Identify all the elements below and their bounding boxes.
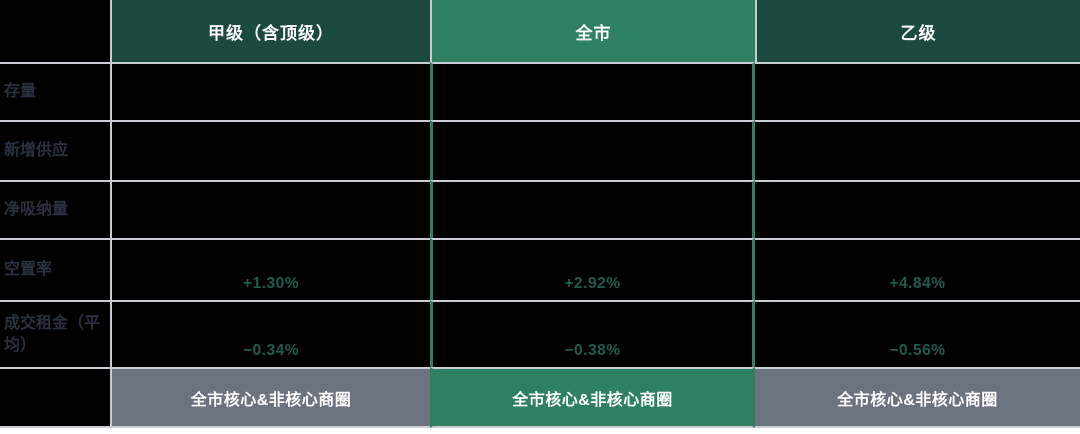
column-header-citywide: 全市 (430, 0, 755, 62)
cell-value: +2.92% (564, 275, 621, 292)
table-cell (110, 120, 430, 180)
column-header-label: 全市 (575, 23, 612, 43)
footer-scope-citywide: 全市核心&非核心商圈 (430, 367, 755, 428)
footer-scope-grade-b: 全市核心&非核心商圈 (755, 367, 1080, 428)
row-label-new-supply: 新增供应 (0, 120, 110, 180)
cell-value: −0.34% (242, 342, 299, 359)
table-cell: −0.34% (110, 300, 430, 367)
row-label-net-absorption: 净吸纳量 (0, 180, 110, 238)
table-cell: +2.92% (430, 238, 755, 300)
footer-corner-cell (0, 367, 110, 428)
footer-scope-grade-a: 全市核心&非核心商圈 (110, 367, 430, 428)
table-cell (430, 120, 755, 180)
column-header-grade-a: 甲级（含顶级） (110, 0, 430, 62)
table-cell (755, 120, 1080, 180)
table-cell: +1.30% (110, 238, 430, 300)
cell-value: −0.56% (889, 342, 946, 359)
column-header-label: 甲级（含顶级） (208, 23, 334, 43)
footer-scope-label: 全市核心&非核心商圈 (837, 391, 998, 409)
column-header-grade-b: 乙级 (755, 0, 1080, 62)
corner-cell (0, 0, 110, 62)
footer-scope-label: 全市核心&非核心商圈 (190, 391, 352, 409)
row-label-stock: 存量 (0, 62, 110, 120)
table-cell (755, 62, 1080, 120)
cell-value: −0.38% (564, 342, 621, 359)
table-cell (110, 180, 430, 238)
cell-value: +1.30% (242, 275, 299, 292)
table-cell (430, 180, 755, 238)
table-cell (755, 180, 1080, 238)
row-label-average-rent: 成交租金（平均） (0, 300, 110, 367)
table-cell: +4.84% (755, 238, 1080, 300)
table-cell (430, 62, 755, 120)
cell-value: +4.84% (889, 275, 946, 292)
table-cell (110, 62, 430, 120)
row-label-vacancy-rate: 空置率 (0, 238, 110, 300)
footer-scope-label: 全市核心&非核心商圈 (512, 391, 673, 409)
table-cell: −0.56% (755, 300, 1080, 367)
table-cell: −0.38% (430, 300, 755, 367)
column-header-label: 乙级 (900, 23, 937, 43)
